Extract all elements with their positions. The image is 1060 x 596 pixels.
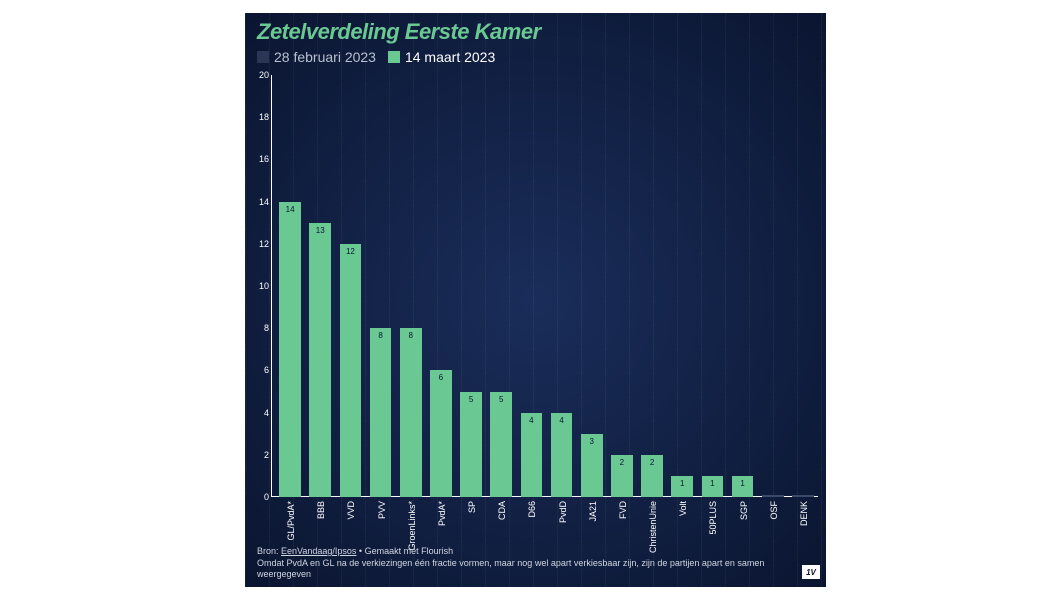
bar: 12 xyxy=(340,244,362,497)
y-axis xyxy=(271,75,272,497)
bar-group: 1Volt xyxy=(671,75,693,497)
bar-group: 13BBB xyxy=(309,75,331,497)
legend-item-current: 14 maart 2023 xyxy=(388,49,495,65)
bar-value-label: 14 xyxy=(279,205,301,214)
bar-value-label: 4 xyxy=(551,416,573,425)
bar: 8 xyxy=(370,328,392,497)
category-label: SP xyxy=(465,497,477,513)
bar-group: 2FVD xyxy=(611,75,633,497)
bar: 14 xyxy=(279,202,301,497)
category-label: VVD xyxy=(344,497,356,520)
bar-value-label: 13 xyxy=(309,226,331,235)
bar: 3 xyxy=(581,434,603,497)
footer-madewith: • Gemaakt met Flourish xyxy=(356,546,453,556)
y-tick: 14 xyxy=(253,197,269,207)
category-label: PvdA* xyxy=(435,497,447,526)
category-label: GroenLinks* xyxy=(405,497,417,551)
brand-badge: 1V xyxy=(802,565,820,579)
y-tick: 8 xyxy=(253,323,269,333)
bar-value-label: 1 xyxy=(732,479,754,488)
bar-group: 2ChristenUnie xyxy=(641,75,663,497)
category-label: DENK xyxy=(797,497,809,526)
legend-label-prev: 28 februari 2023 xyxy=(274,49,376,65)
category-label: JA21 xyxy=(586,497,598,522)
bar: 5 xyxy=(460,392,482,498)
y-tick: 4 xyxy=(253,408,269,418)
bar-group: 12VVD xyxy=(340,75,362,497)
chart-title: Zetelverdeling Eerste Kamer xyxy=(257,19,541,45)
bar-group: DENK xyxy=(792,75,814,497)
bar-value-label: 5 xyxy=(490,395,512,404)
bar: 1 xyxy=(702,476,724,497)
category-label: FVD xyxy=(616,497,628,519)
bar: 5 xyxy=(490,392,512,498)
category-label: D66 xyxy=(525,497,537,518)
footer-source-link[interactable]: EenVandaag/Ipsos xyxy=(281,546,356,556)
category-label: BBB xyxy=(314,497,326,519)
category-label: CDA xyxy=(495,497,507,520)
chart-container: Zetelverdeling Eerste Kamer 28 februari … xyxy=(245,13,826,587)
bar: 4 xyxy=(551,413,573,497)
bar-group: 6PvdA* xyxy=(430,75,452,497)
bar: 1 xyxy=(732,476,754,497)
category-label: 50PLUS xyxy=(706,497,718,535)
bar-value-label: 2 xyxy=(641,458,663,467)
category-label: OSF xyxy=(767,497,779,520)
bar-group: 1SGP xyxy=(732,75,754,497)
bar-value-label: 2 xyxy=(611,458,633,467)
bar: 6 xyxy=(430,370,452,497)
bar-value-label: 8 xyxy=(400,331,422,340)
chart-footer: Bron: EenVandaag/Ipsos • Gemaakt met Flo… xyxy=(257,546,786,581)
bar: 8 xyxy=(400,328,422,497)
bar-group: 4D66 xyxy=(521,75,543,497)
bar-group: 3JA21 xyxy=(581,75,603,497)
bar-group: 8PVV xyxy=(370,75,392,497)
bars-group: 14GL/PvdA* 13BBB 12VVD 8PVV 8GroenLinks* 6Pvd… xyxy=(275,75,818,497)
y-tick: 0 xyxy=(253,492,269,502)
y-tick: 6 xyxy=(253,365,269,375)
legend-swatch-prev xyxy=(257,51,269,63)
bar: 2 xyxy=(641,455,663,497)
bar-group: 5SP xyxy=(460,75,482,497)
bar: 1 xyxy=(671,476,693,497)
y-tick: 12 xyxy=(253,239,269,249)
y-tick: 16 xyxy=(253,154,269,164)
legend-swatch-current xyxy=(388,51,400,63)
category-label: PvdD xyxy=(556,497,568,523)
category-label: PVV xyxy=(375,497,387,519)
bar-group: OSF xyxy=(762,75,784,497)
bar-group: 150PLUS xyxy=(702,75,724,497)
bar-value-label: 6 xyxy=(430,373,452,382)
category-label: SGP xyxy=(737,497,749,520)
bar-value-label: 1 xyxy=(671,479,693,488)
bar-value-label: 3 xyxy=(581,437,603,446)
y-tick: 10 xyxy=(253,281,269,291)
footer-note: Omdat PvdA en GL na de verkiezingen één … xyxy=(257,558,764,580)
bar-value-label: 1 xyxy=(702,479,724,488)
bar-value-label: 5 xyxy=(460,395,482,404)
bar: 2 xyxy=(611,455,633,497)
bar-group: 5CDA xyxy=(490,75,512,497)
footer-source-prefix: Bron: xyxy=(257,546,281,556)
plot-area: 02468101214161820 14GL/PvdA*13BBB12VVD8P… xyxy=(271,75,818,497)
bar-value-label: 12 xyxy=(340,247,362,256)
category-label: ChristenUnie xyxy=(646,497,658,553)
bar-value-label: 8 xyxy=(370,331,392,340)
bar-value-label: 4 xyxy=(521,416,543,425)
bar-group: 14GL/PvdA* xyxy=(279,75,301,497)
bar: 13 xyxy=(309,223,331,497)
y-tick: 18 xyxy=(253,112,269,122)
category-label: GL/PvdA* xyxy=(284,497,296,541)
legend-label-current: 14 maart 2023 xyxy=(405,49,495,65)
y-tick: 20 xyxy=(253,70,269,80)
bar-group: 8GroenLinks* xyxy=(400,75,422,497)
chart-legend: 28 februari 2023 14 maart 2023 xyxy=(257,49,495,65)
bar: 4 xyxy=(521,413,543,497)
category-label: Volt xyxy=(676,497,688,516)
legend-item-prev: 28 februari 2023 xyxy=(257,49,376,65)
bar-group: 4PvdD xyxy=(551,75,573,497)
y-tick: 2 xyxy=(253,450,269,460)
